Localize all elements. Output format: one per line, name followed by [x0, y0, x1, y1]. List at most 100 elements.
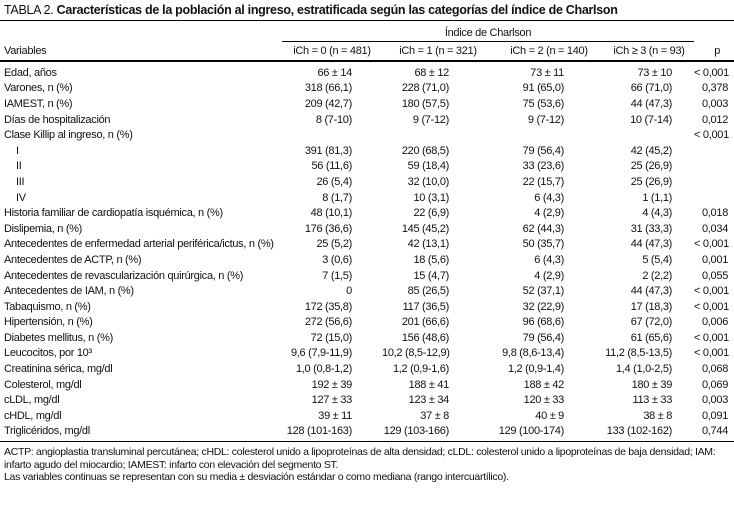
- cell: 9 (7-12): [412, 113, 449, 126]
- cell: 66 ± 14: [317, 66, 352, 79]
- cell: 4 (4,3): [642, 207, 673, 220]
- cell: 127 ± 33: [311, 394, 353, 407]
- footnote: ACTP: angioplastia transluminal percután…: [4, 446, 716, 471]
- cell: 2 (2,2): [642, 269, 673, 282]
- title-label: TABLA 2.: [4, 3, 54, 17]
- cell: < 0,001: [694, 347, 729, 360]
- row-label: II: [16, 160, 22, 173]
- table-row: Días de hospitalización 8 (7-10) 9 (7-12) 9…: [0, 112, 734, 128]
- cell: 1,4 (1,0-2,5): [615, 363, 673, 376]
- cell: 188 ± 41: [408, 378, 450, 391]
- cell: 25 (26,9): [630, 160, 673, 173]
- cell: 42 (13,1): [407, 238, 450, 251]
- cell: 44 (47,3): [630, 285, 673, 298]
- cell: 0,006: [701, 316, 729, 329]
- cell: 50 (35,7): [522, 238, 565, 251]
- row-label: Antecedentes de IAM, n (%): [4, 285, 134, 298]
- cell: 6 (4,3): [534, 191, 564, 204]
- header-cell: iCh = 2 (n = 140): [494, 41, 604, 62]
- cell: 18 (5,6): [413, 253, 449, 266]
- cell: 79 (56,4): [522, 144, 565, 157]
- cell: 31 (33,3): [630, 222, 673, 235]
- cell: 39 ± 11: [318, 409, 352, 422]
- cell: [604, 127, 694, 143]
- cell: 129 (103-166): [382, 423, 494, 443]
- cell: 33 (23,6): [522, 160, 565, 173]
- footnote: Las variables continuas se representan c…: [4, 471, 509, 484]
- cell: 220 (68,5): [401, 144, 449, 157]
- cell: 3 (0,6): [322, 253, 352, 266]
- cell: 391 (81,3): [304, 144, 352, 157]
- table-row: Antecedentes de IAM, n (%) 0 85 (26,5) 52 (…: [0, 283, 734, 299]
- row-label: Días de hospitalización: [4, 113, 111, 126]
- table-row: cLDL, mg/dl 127 ± 33 123 ± 34 120 ± 33 113 ±…: [0, 392, 734, 408]
- footnotes: ACTP: angioplastia transluminal percután…: [0, 442, 734, 484]
- table-row: Antecedentes de enfermedad arterial peri…: [0, 237, 734, 253]
- cell: 26 (5,4): [316, 175, 352, 188]
- row-label: Antecedentes de enfermedad arterial peri…: [4, 238, 274, 251]
- row-label: IV: [16, 191, 26, 204]
- row-label: Leucocitos, por 10³: [4, 347, 92, 360]
- cell: 72 (15,0): [310, 331, 353, 344]
- cell: 8 (7-10): [315, 113, 352, 126]
- cell: 44 (47,3): [630, 97, 673, 110]
- row-label: Hipertensión, n (%): [4, 316, 93, 329]
- row-label: Antecedentes de ACTP, n (%): [4, 253, 142, 266]
- cell: < 0,001: [694, 66, 729, 79]
- header-cell: iCh = 1 (n = 321): [382, 41, 494, 62]
- cell: 96 (68,6): [522, 316, 565, 329]
- cell: 32 (22,9): [522, 300, 565, 313]
- cell: 7 (1,5): [322, 269, 352, 282]
- table-row: Dislipemia, n (%) 176 (36,6) 145 (45,2) 62 …: [0, 221, 734, 237]
- cell: 9 (7-12): [527, 113, 564, 126]
- row-label: III: [16, 175, 25, 188]
- cell: 73 ± 11: [530, 66, 564, 79]
- row-label: Colesterol, mg/dl: [4, 378, 82, 391]
- table-row: Antecedentes de revascularización quirúr…: [0, 268, 734, 284]
- header-cell: Variables: [0, 41, 282, 62]
- row-label: Varones, n (%): [4, 82, 73, 95]
- cell: 68 ± 12: [414, 66, 449, 79]
- cell: 180 (57,5): [401, 97, 449, 110]
- row-label: I: [16, 144, 19, 157]
- cell: 56 (11,6): [311, 160, 352, 173]
- cell: 48 (10,1): [310, 207, 353, 220]
- cell: 272 (56,6): [304, 316, 352, 329]
- cell: 0,744: [694, 423, 734, 443]
- cell: 1 (1,1): [642, 191, 673, 204]
- header-cell: iCh = 0 (n = 481): [282, 41, 382, 62]
- cell: 10,2 (8,5-12,9): [382, 347, 450, 360]
- cell: 180 ± 39: [631, 378, 673, 391]
- cell: 0,091: [701, 409, 729, 422]
- cell: 40 ± 9: [535, 409, 564, 422]
- cell: 1,2 (0,9-1,6): [392, 363, 449, 376]
- cell: [494, 127, 604, 143]
- cell: 0,003: [701, 97, 729, 110]
- cell: 0,069: [701, 378, 729, 391]
- cell: 62 (44,3): [522, 222, 565, 235]
- cell: < 0,001: [694, 285, 729, 298]
- cell: 128 (101-163): [282, 423, 382, 443]
- row-label: Edad, años: [4, 66, 57, 79]
- table-row: Hipertensión, n (%) 272 (56,6) 201 (66,6) 9…: [0, 315, 734, 331]
- cell: 61 (65,6): [630, 331, 673, 344]
- cell: 1,0 (0,8-1,2): [295, 363, 352, 376]
- cell: 145 (45,2): [401, 222, 449, 235]
- table-row: Colesterol, mg/dl 192 ± 39 188 ± 41 188 ± 4…: [0, 377, 734, 393]
- cell: 85 (26,5): [407, 285, 450, 298]
- cell: 6 (4,3): [534, 253, 564, 266]
- cell: 38 ± 8: [643, 409, 673, 422]
- cell: 0,055: [701, 269, 729, 282]
- row-label: Clase Killip al ingreso, n (%): [4, 129, 133, 142]
- cell: 8 (1,7): [322, 191, 352, 204]
- title-text: Características de la población al ingre…: [56, 3, 618, 17]
- cell: [694, 190, 734, 206]
- table-title: TABLA 2. Características de la población…: [0, 0, 734, 21]
- table-row: Triglicéridos, mg/dl 128 (101-163) 129 (10…: [0, 423, 734, 443]
- row-label: Diabetes mellitus, n (%): [4, 331, 113, 344]
- table-row: IV 8 (1,7) 10 (3,1) 6 (4,3) 1 (1,1): [0, 190, 734, 206]
- cell: 73 ± 10: [637, 66, 673, 79]
- cell: 0,068: [701, 363, 729, 376]
- cell: 79 (56,4): [522, 331, 565, 344]
- row-label: Historia familiar de cardiopatía isquémi…: [4, 207, 223, 220]
